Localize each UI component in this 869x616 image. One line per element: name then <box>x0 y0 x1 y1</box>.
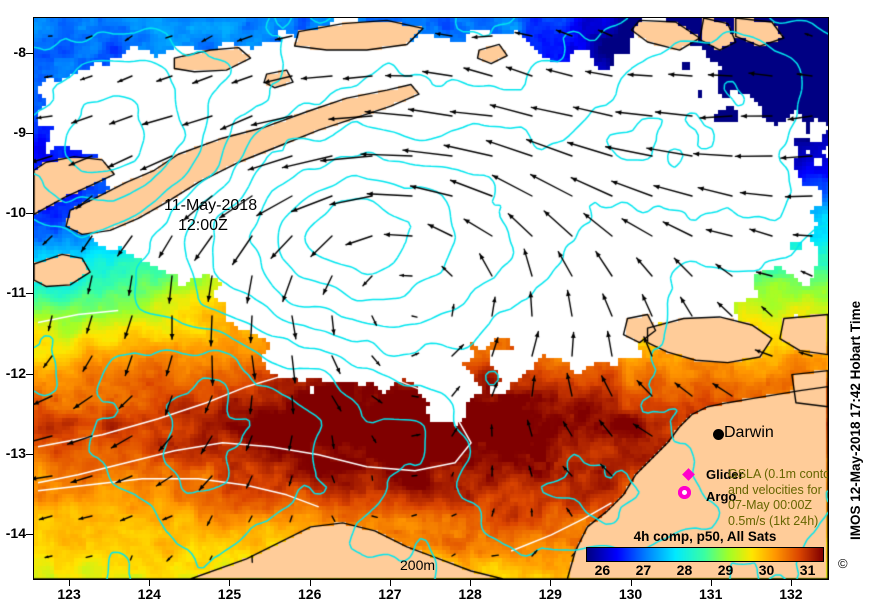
x-tick <box>69 579 71 586</box>
colorbar-tick-26: 26 <box>594 562 611 578</box>
depth-label-1000m: 1000m <box>400 575 443 579</box>
argo-marker-icon <box>678 486 691 499</box>
y-tick-label--8: -8 <box>13 44 26 61</box>
x-tick-label-124: 124 <box>137 586 161 602</box>
date-stamp-date: 11-May-2018 <box>164 197 258 214</box>
x-tick-label-123: 123 <box>57 586 81 602</box>
x-tick <box>550 579 552 586</box>
colorbar-tick-28: 28 <box>676 562 693 578</box>
x-tick-label-129: 129 <box>538 586 562 602</box>
x-tick <box>710 579 712 586</box>
y-tick-label--11: -11 <box>6 284 26 301</box>
x-tick <box>630 579 632 586</box>
y-tick-label--14: -14 <box>5 524 26 541</box>
colorbar: 4h comp, p50, All Sats 26 27 28 29 30 31 <box>586 529 824 578</box>
x-tick-label-132: 132 <box>779 586 803 602</box>
x-tick-label-125: 125 <box>217 586 242 602</box>
x-tick <box>149 579 151 586</box>
colorbar-title: 4h comp, p50, All Sats <box>633 529 777 544</box>
date-stamp-time: 12:00Z <box>178 217 228 234</box>
x-tick-label-131: 131 <box>699 586 723 602</box>
colorbar-tick-31: 31 <box>799 562 816 578</box>
gsla-legend-line-1: GSLA (0.1m contours) <box>728 467 828 481</box>
colorbar-tick-labels: 26 27 28 29 30 31 <box>586 562 824 578</box>
y-tick <box>26 533 33 535</box>
colorbar-tick-29: 29 <box>717 562 734 578</box>
y-tick <box>26 293 33 295</box>
velocity-vector-layer <box>34 18 828 579</box>
colorbar-tick-27: 27 <box>635 562 652 578</box>
y-tick-label--10: -10 <box>5 204 26 221</box>
gsla-legend-line-4: 0.5m/s (1kt 24h) <box>728 513 819 528</box>
gsla-legend-line-3: 07-May 00:00Z <box>728 498 813 512</box>
darwin-marker-dot <box>713 429 724 440</box>
y-tick-label--13: -13 <box>5 444 26 461</box>
y-tick <box>26 53 33 55</box>
x-tick <box>470 579 472 586</box>
date-stamp: 11-May-2018 12:00Z <box>164 196 257 236</box>
argo-label: Argo <box>706 489 737 504</box>
x-tick-label-128: 128 <box>458 586 482 602</box>
x-tick <box>229 579 231 586</box>
map-plot-area[interactable]: 11-May-2018 12:00Z Darwin Glider Argo GS… <box>33 17 829 580</box>
x-tick <box>309 579 311 586</box>
gsla-legend-text: GSLA (0.1m contours) and velocities for … <box>728 467 828 529</box>
y-tick <box>26 373 33 375</box>
x-tick-label-130: 130 <box>618 586 643 602</box>
x-tick-label-126: 126 <box>298 586 322 602</box>
y-tick-label--12: -12 <box>5 364 26 381</box>
x-tick-label-127: 127 <box>378 586 402 602</box>
x-tick <box>790 579 792 586</box>
x-tick <box>389 579 391 586</box>
colorbar-gradient <box>586 547 824 562</box>
y-tick <box>26 213 33 215</box>
copyright-icon: © <box>838 556 848 571</box>
colorbar-tick-30: 30 <box>758 562 775 578</box>
glider-label: Glider <box>706 467 744 482</box>
depth-label-200m: 200m <box>400 557 436 573</box>
y-tick-label--9: -9 <box>13 124 26 141</box>
y-tick <box>26 453 33 455</box>
gsla-legend-line-2: and velocities for <box>728 482 822 497</box>
depth-contour-key: 200m 1000m <box>400 556 443 579</box>
y-tick <box>26 133 33 135</box>
imos-credit: IMOS 12-May-2018 17:42 Hobart Time <box>848 300 863 540</box>
darwin-label: Darwin <box>724 424 774 441</box>
